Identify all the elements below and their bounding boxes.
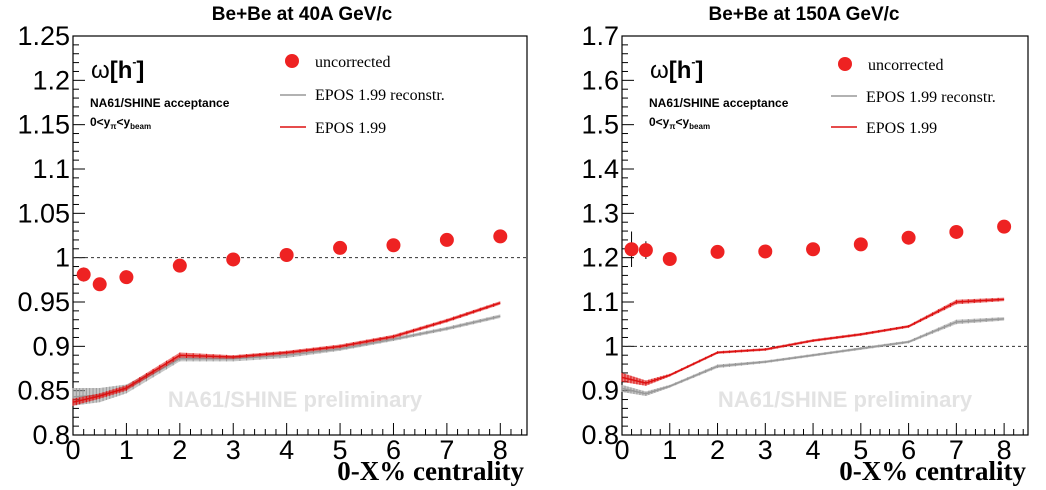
x-axis-label: 0-X% centrality — [337, 456, 524, 486]
y-tick-label: 0.8 — [32, 420, 70, 450]
series-line — [621, 298, 1005, 384]
data-series — [72, 229, 508, 406]
x-tick-label: 6 — [386, 435, 401, 465]
x-tick-label: 1 — [119, 435, 134, 465]
x-tick-label: 2 — [710, 435, 725, 465]
x-tick-label: 6 — [901, 435, 916, 465]
x-tick-label: 7 — [949, 435, 964, 465]
data-series — [621, 219, 1012, 396]
acceptance-label: NA61/SHINE acceptance — [649, 96, 789, 110]
data-point — [624, 242, 639, 257]
x-tick-label: 8 — [493, 435, 508, 465]
data-point — [493, 229, 508, 244]
chart-panel-150: Be+Be at 150A GeV/c 0.8 0.9 1 1.1 1.2 1.3 1.4 1… — [581, 4, 1029, 486]
data-point — [806, 242, 821, 257]
x-tick-label: 0 — [614, 435, 629, 465]
acceptance-label: NA61/SHINE acceptance — [90, 96, 230, 110]
data-point — [76, 267, 91, 282]
legend-label: EPOS 1.99 reconstr. — [866, 89, 996, 106]
data-point — [901, 230, 916, 245]
x-tick-labels: 0 1 2 3 4 5 6 7 8 — [65, 435, 507, 465]
y-tick-label: 1.1 — [32, 154, 70, 184]
y-tick-label: 1.1 — [581, 287, 619, 317]
legend: uncorrected EPOS 1.99 reconstr. EPOS 1.9… — [280, 54, 445, 137]
y-tick-label: 0.9 — [32, 331, 70, 361]
data-point — [710, 244, 725, 259]
x-tick-label: 4 — [806, 435, 821, 465]
data-point — [997, 219, 1012, 234]
x-tick-label: 2 — [172, 435, 187, 465]
x-tick-label: 0 — [65, 435, 80, 465]
legend-label: uncorrected — [315, 54, 391, 71]
watermark: NA61/SHINE preliminary — [168, 387, 423, 412]
y-tick-label: 1.6 — [581, 65, 619, 95]
x-tick-labels: 0 1 2 3 4 5 6 7 8 — [614, 435, 1011, 465]
data-point — [92, 277, 107, 292]
chart-title: Be+Be at 150A GeV/c — [709, 4, 900, 25]
data-point — [758, 244, 773, 259]
data-point — [662, 251, 677, 266]
legend-label: uncorrected — [868, 57, 944, 74]
legend-marker — [838, 57, 852, 71]
watermark: NA61/SHINE preliminary — [718, 387, 973, 412]
y-tick-label: 1.3 — [581, 198, 619, 228]
y-tick-label: 1.2 — [581, 243, 619, 273]
data-point — [226, 252, 241, 267]
rapidity-label: 0<yπ<ybeam — [90, 115, 151, 131]
data-point — [638, 243, 653, 258]
chart-panel-40: Be+Be at 40A GeV/c 0.8 0.85 0.9 0.95 1 1.05 1.… — [17, 4, 528, 486]
data-point — [386, 238, 401, 253]
y-tick-label: 0.85 — [17, 376, 70, 406]
ticks — [72, 35, 523, 436]
series-line — [621, 318, 1005, 395]
y-tick-label: 1 — [55, 243, 70, 273]
x-tick-label: 4 — [279, 435, 294, 465]
omega-label: ω[h-] — [650, 55, 703, 84]
x-tick-label: 8 — [997, 435, 1012, 465]
y-tick-label: 0.95 — [17, 287, 70, 317]
data-point — [172, 258, 187, 273]
y-tick-label: 0.8 — [581, 420, 619, 450]
y-tick-label: 1.05 — [17, 198, 70, 228]
legend-marker — [285, 54, 299, 68]
y-tick-label: 0.9 — [581, 376, 619, 406]
y-tick-label: 1.15 — [17, 110, 70, 140]
data-point — [119, 270, 134, 285]
x-tick-label: 5 — [333, 435, 348, 465]
legend-label: EPOS 1.99 reconstr. — [315, 87, 445, 104]
y-tick-label: 1.7 — [581, 21, 619, 51]
data-point — [949, 224, 964, 239]
y-tick-label: 1 — [604, 331, 619, 361]
x-axis-label: 0-X% centrality — [839, 456, 1026, 486]
y-tick-label: 1.25 — [17, 21, 70, 51]
series-band — [73, 314, 501, 406]
data-point — [853, 237, 868, 252]
legend-label: EPOS 1.99 — [315, 120, 386, 137]
y-tick-label: 1.4 — [581, 154, 619, 184]
data-point — [279, 248, 294, 263]
data-point — [439, 232, 454, 247]
x-tick-label: 7 — [439, 435, 454, 465]
data-point — [333, 240, 348, 255]
ticks — [621, 35, 1024, 436]
legend-label: EPOS 1.99 — [866, 120, 937, 137]
chart-title: Be+Be at 40A GeV/c — [212, 4, 393, 25]
legend: uncorrected EPOS 1.99 reconstr. EPOS 1.9… — [831, 57, 996, 137]
x-tick-label: 3 — [758, 435, 773, 465]
y-tick-label: 1.2 — [32, 65, 70, 95]
rapidity-label: 0<yπ<ybeam — [649, 115, 710, 131]
x-tick-label: 5 — [853, 435, 868, 465]
omega-label: ω[h-] — [91, 55, 144, 84]
y-tick-labels: 0.8 0.85 0.9 0.95 1 1.05 1.1 1.15 1.2 1.25 — [17, 21, 70, 450]
y-tick-labels: 0.8 0.9 1 1.1 1.2 1.3 1.4 1.5 1.6 1.7 — [581, 21, 619, 450]
series-line — [72, 302, 501, 403]
y-tick-label: 1.5 — [581, 110, 619, 140]
x-tick-label: 3 — [226, 435, 241, 465]
x-tick-label: 1 — [662, 435, 677, 465]
